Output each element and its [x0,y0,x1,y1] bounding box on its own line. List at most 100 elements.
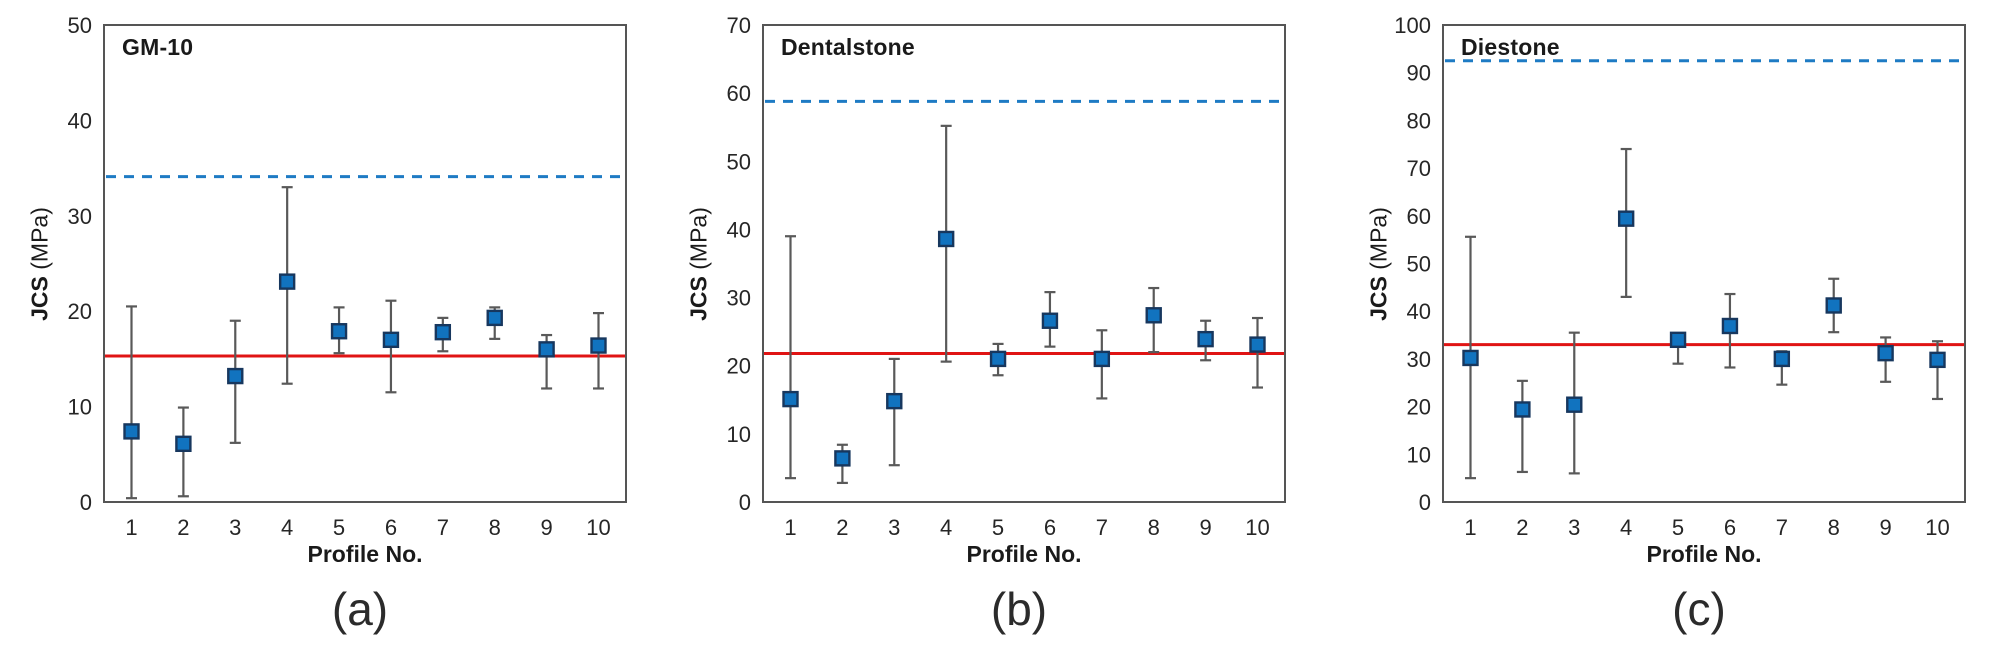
data-point-marker [886,392,903,410]
panel-c-series-title: Diestone [1461,34,1560,60]
x-tick-label: 1 [1464,515,1476,540]
y-tick-label: 100 [1394,13,1431,38]
x-tick-label: 10 [586,515,610,540]
data-point-marker [1093,350,1111,368]
x-tick-label: 10 [1245,515,1269,540]
panel-b: 0 10 20 30 40 50 60 70 1 2 3 4 5 6 7 8 9 10 Dentalstone J… [659,0,1318,646]
x-tick-label: 1 [784,515,796,540]
y-axis-title-bold: JCS [1365,276,1392,321]
y-tick-label: 80 [1407,108,1431,133]
x-tick-label: 8 [489,515,501,540]
panel-a-y-axis-title: JCS (MPa) [27,207,54,321]
x-tick-label: 8 [1148,515,1160,540]
data-point-marker [782,390,799,408]
panel-c-caption: (c) [1672,583,1726,635]
plot-border [103,24,627,503]
y-tick-label: 20 [1407,395,1431,420]
data-point-marker [330,323,348,340]
data-point-marker [937,230,955,248]
y-axis-title-bold: JCS [26,276,53,321]
y-tick-label: 50 [1407,252,1431,277]
x-tick-label: 3 [1568,515,1580,540]
data-point-marker [1721,317,1739,335]
y-tick-label: 0 [80,490,92,515]
y-axis-title-bold: JCS [685,276,712,321]
panel-b-y-axis-title: JCS (MPa) [686,207,713,321]
data-point-marker [123,423,140,440]
x-tick-label: 4 [281,515,293,540]
data-point-marker [538,341,555,358]
data-point-marker [1197,330,1214,348]
y-tick-label: 40 [1407,299,1431,324]
x-tick-label: 9 [1199,515,1211,540]
x-tick-label: 9 [1879,515,1891,540]
y-axis-title-units: (MPa) [1365,207,1392,277]
panel-b-x-axis-title: Profile No. [966,541,1082,567]
y-tick-label: 90 [1407,61,1431,86]
x-tick-label: 5 [333,515,345,540]
data-point-marker [590,337,607,354]
data-point-marker [1514,401,1531,418]
y-tick-label: 70 [1407,156,1431,181]
y-tick-label: 70 [727,13,751,38]
x-tick-label: 10 [1925,515,1949,540]
data-point-marker [1249,336,1266,353]
x-tick-label: 7 [437,515,449,540]
data-point-marker [1929,351,1946,369]
x-tick-label: 5 [1672,515,1684,540]
y-axis-title-units: (MPa) [26,207,53,277]
y-tick-label: 0 [1419,490,1431,515]
data-point-marker [1669,331,1687,349]
y-tick-label: 60 [1407,204,1431,229]
data-point-marker [1877,344,1894,362]
chart-c-plot: 0 10 20 30 40 50 60 70 80 90 100 1 2 3 4 5 6 7 8 9 10 [1394,13,1966,540]
x-tick-label: 8 [1828,515,1840,540]
chart-a-plot: 0 10 20 30 40 50 1 2 3 4 5 6 7 8 9 10 [68,13,627,540]
y-tick-label: 40 [727,217,751,242]
x-tick-label: 9 [540,515,552,540]
plot-border [762,24,1286,503]
x-tick-label: 7 [1096,515,1108,540]
x-tick-label: 4 [940,515,952,540]
y-tick-label: 20 [727,354,751,379]
panel-b-series-title: Dentalstone [781,34,915,60]
y-tick-label: 60 [727,81,751,106]
x-tick-label: 5 [992,515,1004,540]
y-tick-label: 50 [68,13,92,38]
y-tick-label: 20 [68,299,92,324]
data-point-marker [1773,350,1791,368]
x-tick-label: 2 [177,515,189,540]
x-tick-label: 7 [1776,515,1788,540]
x-tick-label: 2 [1516,515,1528,540]
y-tick-label: 30 [68,204,92,229]
panel-a-series-title: GM-10 [122,34,194,60]
x-tick-label: 6 [1044,515,1056,540]
y-tick-label: 0 [739,490,751,515]
panel-c-x-axis-title: Profile No. [1646,541,1762,567]
data-point-marker [1462,349,1479,367]
y-tick-label: 40 [68,108,92,133]
data-point-marker [486,309,503,327]
y-tick-label: 30 [727,286,751,311]
data-point-marker [1041,312,1059,329]
y-tick-label: 10 [68,395,92,420]
data-point-marker [434,323,452,341]
y-tick-label: 30 [1407,347,1431,372]
panel-b-caption: (b) [990,583,1048,635]
data-point-marker [227,367,244,385]
y-tick-label: 10 [1407,442,1431,467]
data-point-marker [175,435,192,453]
data-point-marker [1566,396,1583,413]
y-tick-label: 10 [727,422,751,447]
x-tick-label: 3 [888,515,900,540]
panel-a-caption: (a) [331,583,389,635]
x-tick-label: 2 [836,515,848,540]
panel-a: 0 10 20 30 40 50 1 2 3 4 5 6 7 8 9 10 GM-10 JCS (MPa) P… [0,0,659,646]
data-point-marker [989,350,1007,368]
data-point-marker [1617,210,1635,227]
data-point-marker [278,273,296,290]
panel-a-x-axis-title: Profile No. [307,541,423,567]
data-point-marker [1825,297,1842,314]
x-tick-label: 1 [125,515,137,540]
